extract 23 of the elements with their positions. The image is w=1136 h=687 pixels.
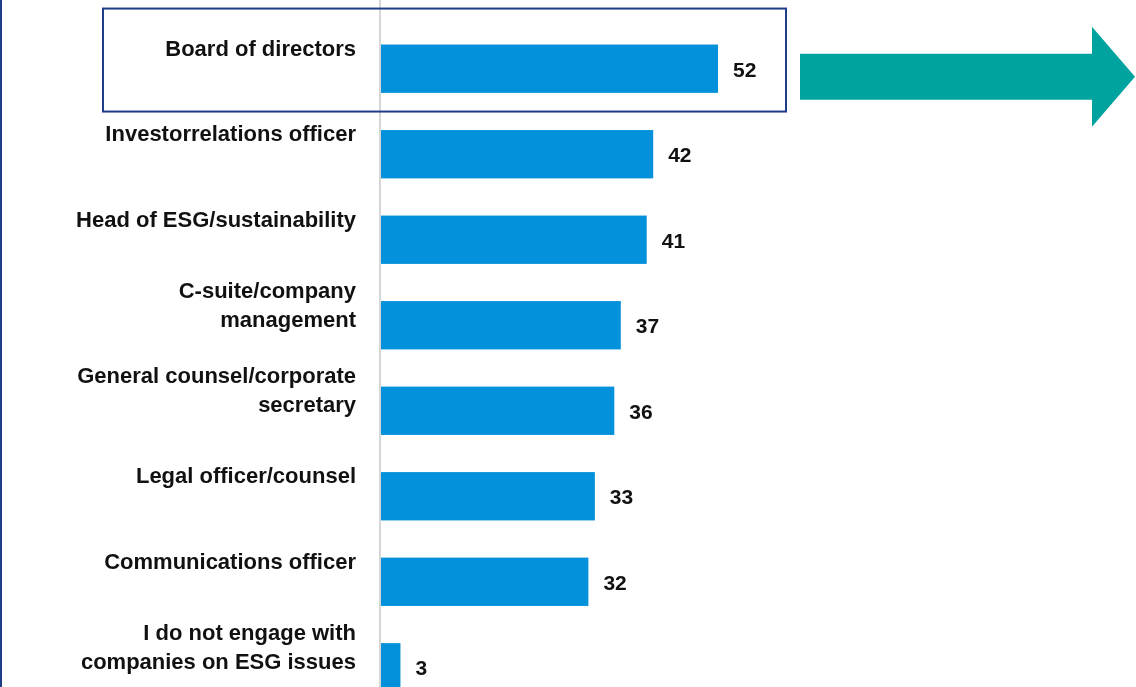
data-label: 42 — [668, 143, 692, 167]
y-tick-label: C-suite/company management — [178, 277, 357, 332]
bar — [381, 130, 654, 179]
data-label: 36 — [629, 399, 653, 423]
y-tick-label: General counsel/corporate secretary — [77, 363, 357, 418]
bar — [381, 44, 718, 93]
data-label: 3 — [415, 656, 428, 680]
y-tick-label: Communications officer — [104, 548, 357, 574]
bar — [381, 557, 589, 606]
y-tick-label: Investorrelations officer — [105, 121, 357, 147]
data-label: 32 — [603, 570, 627, 594]
y-tick-label: Head of ESG/sustainability — [76, 206, 357, 232]
data-label: 33 — [609, 485, 634, 509]
data-label: 37 — [635, 314, 660, 338]
data-label: 52 — [733, 57, 757, 81]
y-tick-label: Legal officer/counsel — [135, 463, 356, 489]
bar — [381, 215, 647, 264]
y-tick-label: I do not engage with companies on ESG issues — [80, 619, 356, 674]
bar — [381, 301, 621, 350]
bar — [381, 386, 615, 435]
y-tick-label: Board of directors — [165, 35, 356, 61]
data-label: 41 — [661, 228, 686, 252]
bar — [381, 472, 595, 521]
